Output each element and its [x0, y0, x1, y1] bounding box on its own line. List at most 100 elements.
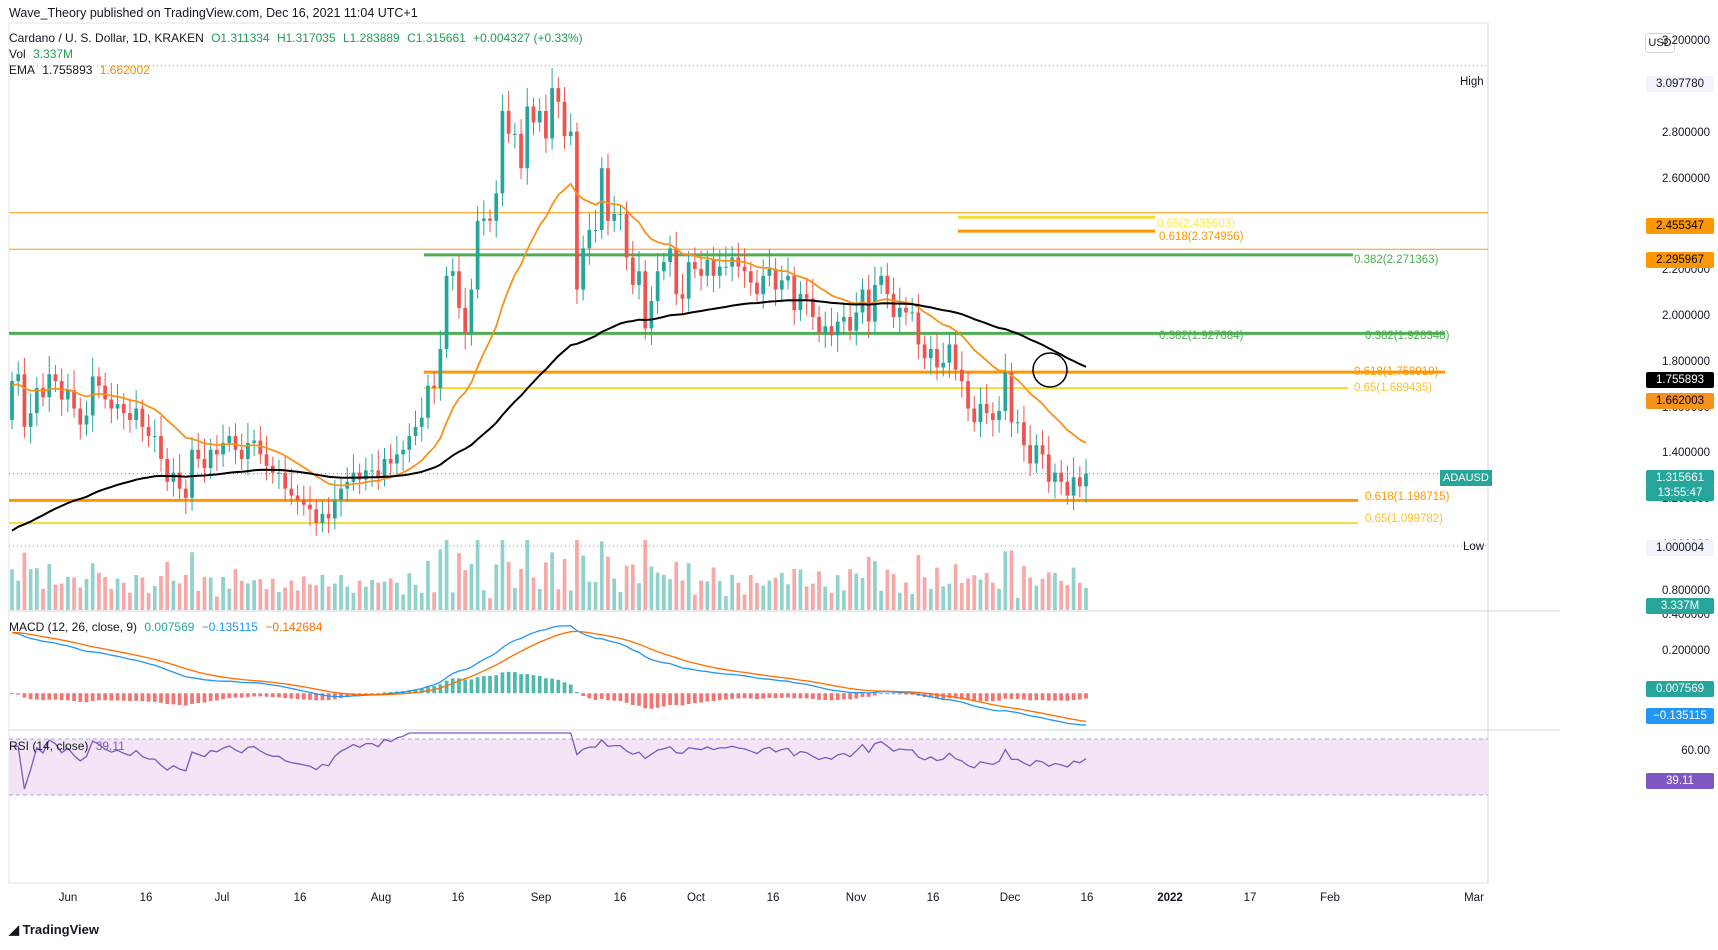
candle-body: [66, 390, 70, 400]
macd-hist-bar: [475, 677, 480, 694]
tv-logo-icon: ◢: [9, 922, 19, 937]
macd-hist-bar: [146, 693, 151, 702]
price-tick: 0.800000: [1662, 584, 1710, 597]
open-value: O1.311334: [211, 31, 270, 45]
macd-hist-bar: [140, 693, 145, 702]
macd-hist-bar: [301, 693, 306, 700]
candle-body: [525, 106, 530, 169]
volume-bar: [345, 586, 350, 610]
candle-body: [562, 101, 567, 137]
candle-body: [382, 458, 387, 478]
candle-body: [401, 449, 405, 455]
volume-bar: [357, 580, 362, 610]
volume-bar: [953, 564, 958, 610]
volume-bar: [438, 549, 443, 610]
macd-hist-bar: [190, 693, 194, 704]
price-tick: 2.600000: [1662, 172, 1710, 185]
volume-bar: [134, 575, 139, 610]
low-value: L1.283889: [343, 31, 400, 45]
low-price-box: 1.000004: [1646, 540, 1714, 556]
ema-header: EMA 1.755893 1.662002: [9, 63, 154, 77]
macd-title[interactable]: MACD (12, 26, close, 9): [9, 620, 138, 634]
candle-body: [221, 442, 225, 455]
candle-body: [724, 266, 728, 268]
volume-bar: [264, 589, 269, 610]
macd-hist-bar: [1003, 693, 1008, 699]
candle-body: [28, 413, 33, 427]
candle-body: [860, 289, 865, 313]
volume-bar: [792, 569, 797, 610]
candle-body: [966, 381, 970, 409]
candle-body: [196, 449, 201, 459]
volume-bar: [22, 552, 27, 610]
ema-label[interactable]: EMA: [9, 63, 36, 77]
symbol-title[interactable]: Cardano / U. S. Dollar, 1D, KRAKEN: [9, 31, 204, 45]
macd-hist-bar: [128, 693, 132, 702]
macd-hist-bar: [748, 693, 753, 699]
rsi-line: [12, 732, 1087, 790]
macd-hist-bar: [34, 693, 39, 700]
candle-body: [761, 275, 766, 295]
macd-hist-bar: [494, 675, 499, 694]
macd-hist-bar: [519, 674, 523, 694]
volume-bar: [798, 569, 803, 610]
candle-body: [1034, 445, 1039, 464]
macd-hist-bar: [1034, 693, 1039, 701]
price-tick: 1.400000: [1662, 447, 1710, 460]
volume-bar: [1034, 585, 1039, 610]
candle-body: [742, 266, 747, 272]
tradingview-logo[interactable]: ◢ TradingView: [9, 922, 99, 938]
macd-hist-bar: [829, 693, 834, 701]
rsi-title[interactable]: RSI (14, close): [9, 739, 89, 753]
macd-hist-bar: [221, 693, 225, 700]
volume-label[interactable]: Vol: [9, 47, 26, 61]
macd-hist-bar: [879, 693, 883, 695]
time-tick: Jun: [58, 892, 78, 904]
candle-body: [289, 488, 294, 496]
candle-body: [10, 381, 14, 421]
volume-bar: [984, 572, 989, 610]
volume-bar: [879, 590, 883, 610]
volume-bar: [630, 564, 635, 610]
candle-body: [463, 307, 468, 334]
macd-hist-bar: [258, 693, 263, 697]
candle-body: [773, 268, 778, 290]
candle-body: [550, 88, 554, 139]
candle-body: [512, 133, 517, 135]
volume-bar: [475, 540, 480, 610]
candle-body: [568, 131, 573, 137]
macd-hist-bar: [544, 678, 548, 694]
volume-bar: [978, 579, 983, 610]
candle-body: [779, 280, 784, 290]
volume-bar: [463, 570, 468, 610]
macd-hist-bar: [928, 693, 933, 698]
time-tick: 16: [1080, 892, 1094, 904]
volume-bar: [537, 589, 542, 610]
volume-bar: [457, 553, 461, 610]
candle-body: [519, 133, 523, 169]
volume-bar: [196, 590, 201, 610]
volume-bar: [991, 582, 995, 610]
volume-bar: [289, 580, 294, 610]
candle-body: [34, 387, 39, 414]
volume-bar: [761, 585, 766, 610]
volume-bar: [612, 578, 617, 610]
macd-hist-bar: [90, 693, 95, 701]
candle-body: [686, 262, 691, 299]
volume-bar: [531, 577, 536, 610]
volume-bar: [705, 581, 710, 610]
macd-hist-bar: [500, 672, 505, 694]
macd-hist-bar: [115, 693, 120, 701]
volume-bar: [922, 577, 927, 610]
price-tick: 2.800000: [1662, 126, 1710, 139]
candle-body: [786, 275, 790, 281]
macd-hist-bar: [972, 693, 977, 702]
macd-hist-bar: [773, 693, 778, 699]
volume-bar: [103, 577, 107, 610]
currency-button[interactable]: USD: [1645, 33, 1675, 53]
macd-hist-bar: [550, 678, 554, 694]
macd-hist-bar: [705, 693, 710, 702]
volume-bar: [680, 580, 685, 610]
candle-body: [879, 275, 883, 285]
